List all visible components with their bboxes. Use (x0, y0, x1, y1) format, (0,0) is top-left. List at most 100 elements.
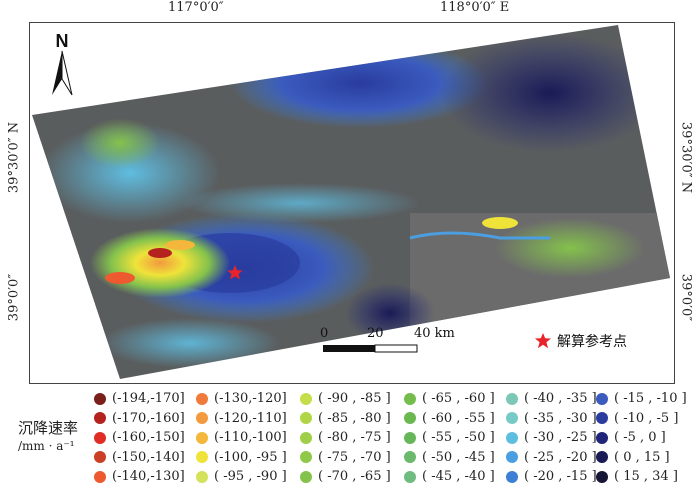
legend-item-label: ( -85 , -80 ] (318, 410, 391, 426)
legend-item: ( -55 , -50 ] (404, 428, 495, 448)
legend-item-label: (-130,-120] (214, 391, 287, 407)
legend-swatch-dot (596, 392, 608, 405)
legend-swatch-dot (506, 392, 518, 405)
legend-swatch-dot (94, 470, 106, 483)
legend-item-label: ( -60 , -55 ] (422, 410, 495, 426)
legend-swatch-dot (94, 412, 106, 425)
legend-item-label: ( -30 , -25 ] (524, 430, 597, 446)
legend-item: (-160,-150] (94, 428, 185, 448)
reference-point-star (227, 265, 243, 280)
legend-item-label: ( -70 , -65 ] (318, 469, 391, 485)
lat-label-right-3930: 39°30′0″ N (678, 121, 694, 194)
legend-item: ( -85 , -80 ] (300, 409, 391, 429)
legend-swatch-dot (404, 451, 416, 464)
legend-item: ( -65 , -60 ] (404, 389, 495, 409)
legend-item: (-110,-100] (196, 428, 287, 448)
legend-swatch-dot (596, 431, 608, 444)
legend-item-label: ( -90 , -85 ] (318, 391, 391, 407)
legend-swatch-dot (196, 431, 208, 444)
legend-item: ( -70 , -65 ] (300, 467, 391, 487)
legend-item: ( -25 , -20 ] (506, 448, 597, 468)
legend-item-label: (-170,-160] (112, 410, 185, 426)
legend-swatch-dot (404, 412, 416, 425)
legend-item-label: ( -10 , -5 ] (614, 410, 679, 426)
legend-item-label: ( -95 , -90 ] (214, 469, 287, 485)
legend-swatch-dot (196, 412, 208, 425)
legend-swatch-dot (596, 451, 608, 464)
legend-item: ( -50 , -45 ] (404, 448, 495, 468)
legend-swatch-dot (94, 451, 106, 464)
reference-point-label: 解算参考点 (557, 334, 627, 350)
scale-label-0: 0 (320, 326, 329, 341)
legend-item: ( -75 , -70 ] (300, 448, 391, 468)
legend-item-label: ( 15 , 34 ] (614, 469, 678, 485)
legend-column: ( -40 , -35 ] ( -35 , -30 ] ( -30 , -25 ] (… (506, 389, 597, 487)
legend-item: ( -35 , -30 ] (506, 409, 597, 429)
legend-item-label: (-194,-170] (112, 391, 185, 407)
legend-column: (-194,-170] (-170,-160] (-160,-150] (-150,-… (94, 389, 185, 487)
legend-swatch-dot (506, 470, 518, 483)
legend-item-label: (-140,-130] (112, 469, 185, 485)
legend-swatch-dot (300, 451, 312, 464)
legend-item: ( -10 , -5 ] (596, 409, 687, 429)
insar-map: N (32, 25, 670, 379)
lat-label-right-3900: 39°0′0″ (678, 273, 694, 322)
scale-label-20: 20 (367, 326, 384, 341)
legend-swatch-dot (404, 470, 416, 483)
legend-swatch-dot (196, 470, 208, 483)
north-arrow-label: N (56, 31, 69, 51)
legend-item: ( -60 , -55 ] (404, 409, 495, 429)
legend-swatch-dot (94, 392, 106, 405)
legend-swatch-dot (596, 412, 608, 425)
legend-item: ( -80 , -75 ] (300, 428, 391, 448)
legend-swatch-dot (596, 470, 608, 483)
legend-item: ( -20 , -15 ] (506, 467, 597, 487)
legend-item: ( -40 , -35 ] (506, 389, 597, 409)
lat-label-left-3900: 39°0′0″ (6, 273, 22, 322)
lon-label-117: 117°0′0″ (168, 0, 224, 15)
legend-swatch-dot (196, 392, 208, 405)
legend-swatch-dot (196, 451, 208, 464)
legend-item: ( -15 , -10 ] (596, 389, 687, 409)
legend-item-label: ( -45 , -40 ] (422, 469, 495, 485)
legend-item-label: ( -65 , -60 ] (422, 391, 495, 407)
legend-item-label: (-110,-100] (214, 430, 287, 446)
legend-swatch-dot (506, 412, 518, 425)
reference-point-legend: 解算参考点 (534, 331, 627, 351)
legend-item: (-140,-130] (94, 467, 185, 487)
legend-swatch-dot (300, 431, 312, 444)
legend-item-label: (-120,-110] (214, 410, 287, 426)
scale-label-40: 40 km (414, 326, 455, 341)
legend-swatch-dot (300, 392, 312, 405)
legend-item: (-120,-110] (196, 409, 287, 429)
legend-item-label: ( 0 , 15 ] (614, 449, 670, 465)
legend-swatch-dot (300, 470, 312, 483)
legend-swatch-dot (506, 431, 518, 444)
legend-item: ( -90 , -85 ] (300, 389, 391, 409)
legend-item-label: ( -25 , -20 ] (524, 449, 597, 465)
subsidence-legend: 沉降速率 /mm · a⁻¹ (-194,-170] (-170,-160] (-1… (18, 389, 688, 489)
red-star-icon (534, 332, 552, 349)
legend-item: (-170,-160] (94, 409, 185, 429)
legend-item: ( -95 , -90 ] (196, 467, 287, 487)
legend-item-label: (-150,-140] (112, 449, 185, 465)
legend-item: ( -30 , -25 ] (506, 428, 597, 448)
legend-item-label: ( -75 , -70 ] (318, 449, 391, 465)
north-arrow: N (52, 31, 73, 96)
legend-item: ( -45 , -40 ] (404, 467, 495, 487)
legend-item-label: ( -50 , -45 ] (422, 449, 495, 465)
legend-item-label: (-160,-150] (112, 430, 185, 446)
scale-bar (323, 344, 418, 353)
legend-column: ( -65 , -60 ] ( -60 , -55 ] ( -55 , -50 ] (… (404, 389, 495, 487)
legend-column: ( -15 , -10 ] ( -10 , -5 ] ( -5 , 0 ] ( 0 ,… (596, 389, 687, 487)
legend-swatch-dot (404, 392, 416, 405)
sar-scene (32, 25, 670, 379)
legend-item-label: ( -5 , 0 ] (614, 430, 666, 446)
legend-swatch-dot (94, 431, 106, 444)
legend-column: (-130,-120] (-120,-110] (-110,-100] (-100, … (196, 389, 287, 487)
legend-item: ( 0 , 15 ] (596, 448, 687, 468)
legend-item: ( -5 , 0 ] (596, 428, 687, 448)
legend-item: (-150,-140] (94, 448, 185, 468)
legend-item-label: ( -35 , -30 ] (524, 410, 597, 426)
legend-item-label: ( -40 , -35 ] (524, 391, 597, 407)
